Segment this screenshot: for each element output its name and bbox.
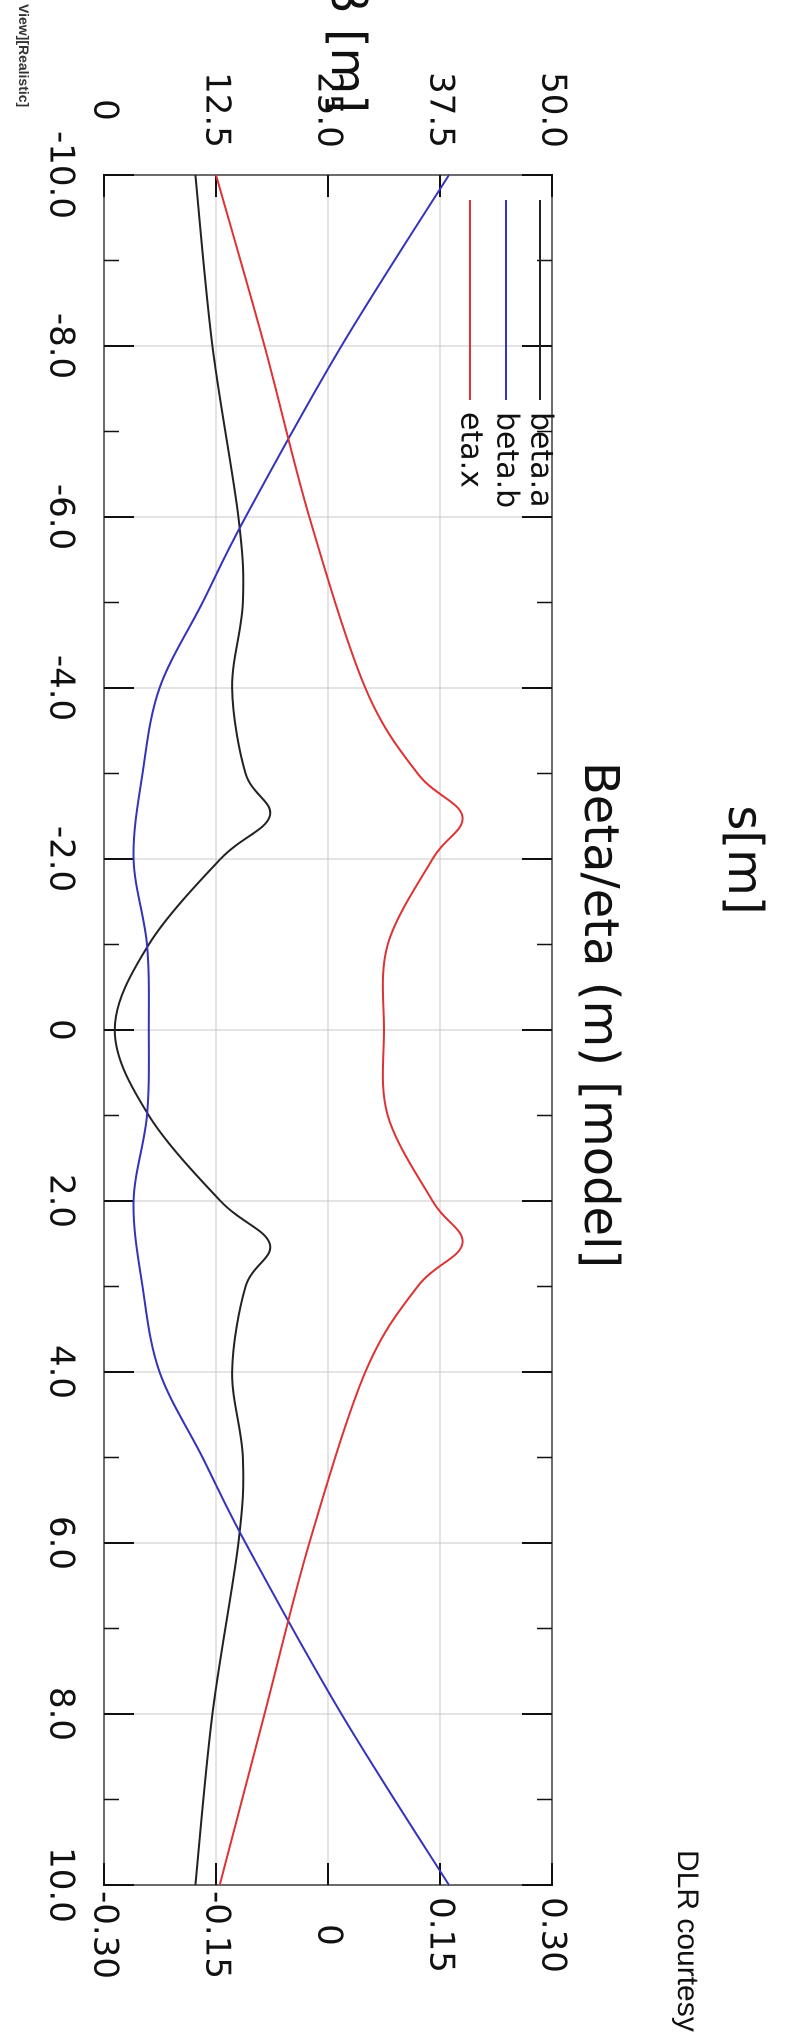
label-layer: -10.0 -8.0 -6.0 -4.0 -2.0 0 2.0 4.0 6.0 8.0 10.0 0 1… bbox=[42, 0, 774, 1979]
y-left-axis-title: β [m] bbox=[320, 0, 376, 113]
chart-title: Beta/eta (m) [model] bbox=[573, 762, 629, 1268]
x-tick-label: 8.0 bbox=[42, 1687, 82, 1741]
y-left-tick-label: 50.0 bbox=[534, 72, 574, 148]
series-line-eta-x bbox=[215, 174, 464, 1886]
x-tick-label: 6.0 bbox=[42, 1516, 82, 1570]
series-line-beta-a bbox=[113, 174, 272, 1886]
x-tick-label: -4.0 bbox=[42, 655, 82, 721]
chart-container: beta.a beta.b eta.x -10.0 -8.0 -6.0 -4.0 -2.0 0… bbox=[42, 0, 774, 1979]
y-right-tick-label: 0 bbox=[310, 1924, 350, 1946]
legend-label-beta-a: beta.a bbox=[524, 412, 559, 508]
y-left-tick-label: 12.5 bbox=[198, 72, 238, 148]
series-layer bbox=[113, 174, 464, 1886]
x-tick-label: -10.0 bbox=[42, 131, 82, 219]
x-axis-title: s[m] bbox=[717, 805, 773, 914]
x-tick-label: -8.0 bbox=[42, 313, 82, 379]
x-tick-label: 0 bbox=[42, 1019, 82, 1041]
y-left-tick-label: 0 bbox=[86, 99, 126, 121]
x-tick-label: 4.0 bbox=[42, 1345, 82, 1399]
series-line-beta-b bbox=[132, 174, 450, 1886]
x-tick-label: -6.0 bbox=[42, 484, 82, 550]
y-right-tick-label: -0.30 bbox=[86, 1891, 126, 1979]
watermark-text: DLR courtesy bbox=[671, 1850, 704, 2032]
legend-label-eta-x: eta.x bbox=[454, 412, 489, 488]
x-tick-label: -2.0 bbox=[42, 826, 82, 892]
x-tick-label: 2.0 bbox=[42, 1174, 82, 1228]
y-right-tick-label: 0.15 bbox=[422, 1897, 462, 1973]
y-left-tick-label: 37.5 bbox=[422, 72, 462, 148]
legend-label-beta-b: beta.b bbox=[490, 412, 525, 508]
y-right-tick-label: -0.15 bbox=[198, 1891, 238, 1979]
x-tick-label: 10.0 bbox=[42, 1847, 82, 1923]
tick-layer bbox=[103, 174, 553, 1886]
y-right-tick-label: 0.30 bbox=[534, 1897, 574, 1973]
y-left-tick-label: 25.0 bbox=[310, 72, 350, 148]
